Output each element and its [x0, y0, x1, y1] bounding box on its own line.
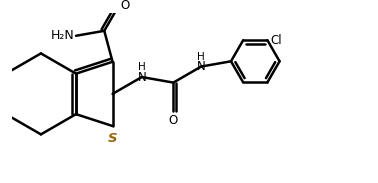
Text: S: S	[108, 132, 117, 145]
Text: N: N	[197, 60, 206, 73]
Text: Cl: Cl	[270, 34, 282, 47]
Text: O: O	[169, 114, 178, 127]
Text: O: O	[120, 0, 130, 12]
Text: H: H	[138, 62, 146, 72]
Text: H₂N: H₂N	[51, 29, 74, 42]
Text: H: H	[197, 51, 205, 61]
Text: N: N	[137, 70, 146, 83]
